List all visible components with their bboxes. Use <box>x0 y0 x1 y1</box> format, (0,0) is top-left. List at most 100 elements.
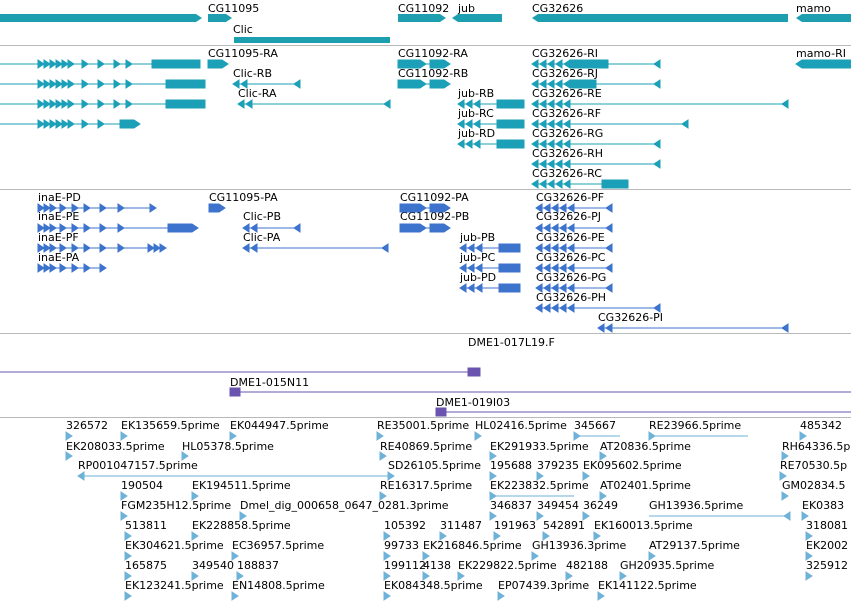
est-glyph[interactable] <box>379 451 387 461</box>
est-glyph[interactable] <box>229 431 237 441</box>
gene-glyph-cg11092[interactable] <box>398 14 446 22</box>
est-glyph[interactable] <box>387 471 395 481</box>
transcript-glyph-jub-rc[interactable] <box>457 119 525 129</box>
est-glyph[interactable] <box>799 431 807 441</box>
est-glyph[interactable] <box>781 451 789 461</box>
est-glyph[interactable] <box>648 551 656 561</box>
protein-glyph-cg32626-pi[interactable] <box>597 323 789 333</box>
transcript-glyph-inae-left2[interactable] <box>0 79 206 89</box>
transcript-glyph-mamo-ri[interactable] <box>795 59 851 69</box>
est-glyph[interactable] <box>120 431 128 441</box>
transcript-glyph-cg32626-rf[interactable] <box>531 119 689 129</box>
est-glyph[interactable] <box>376 431 384 441</box>
transcript-glyph-cg32626-rh[interactable] <box>531 159 661 169</box>
transcript-glyph-cg32626-re[interactable] <box>531 99 789 109</box>
protein-glyph-cg32626-pj[interactable] <box>535 223 613 233</box>
est-glyph[interactable] <box>497 591 505 601</box>
est-glyph[interactable] <box>379 491 387 501</box>
est-glyph[interactable] <box>805 531 813 541</box>
est-glyph[interactable] <box>493 531 501 541</box>
transcript-glyph-inae-left1[interactable] <box>0 59 201 69</box>
transcript-glyph-inae-left4[interactable] <box>0 119 141 129</box>
est-glyph[interactable] <box>422 551 430 561</box>
est-glyph[interactable] <box>649 511 791 521</box>
protein-glyph-jub-pd[interactable] <box>459 283 521 293</box>
est-glyph[interactable] <box>383 551 391 561</box>
est-glyph[interactable] <box>124 571 132 581</box>
est-glyph[interactable] <box>489 471 497 481</box>
est-glyph[interactable] <box>582 471 590 481</box>
est-glyph[interactable] <box>565 571 573 581</box>
est-glyph[interactable] <box>573 431 620 441</box>
protein-glyph-inae-pf[interactable] <box>37 243 167 253</box>
protein-glyph-cg32626-pc[interactable] <box>535 263 613 273</box>
est-glyph[interactable] <box>582 511 590 521</box>
est-glyph[interactable] <box>239 511 247 521</box>
est-glyph[interactable] <box>597 591 605 601</box>
transcript-glyph-cg11095-ra[interactable] <box>207 59 229 69</box>
est-glyph[interactable] <box>77 471 388 481</box>
est-glyph[interactable] <box>801 511 809 521</box>
est-glyph[interactable] <box>120 511 128 521</box>
est-glyph[interactable] <box>531 551 539 561</box>
est-glyph[interactable] <box>422 571 430 581</box>
est-glyph[interactable] <box>599 491 607 501</box>
est-glyph[interactable] <box>124 591 132 601</box>
protein-glyph-inae-pd[interactable] <box>37 203 157 213</box>
protein-glyph-clic-pa[interactable] <box>242 243 389 253</box>
gene-glyph-cg11095[interactable] <box>208 14 232 22</box>
est-glyph[interactable] <box>383 531 391 541</box>
transcript-glyph-clic-rb[interactable] <box>232 79 301 89</box>
transcript-glyph-cg11092-ra[interactable] <box>397 59 451 69</box>
est-glyph[interactable] <box>231 591 239 601</box>
est-glyph[interactable] <box>124 531 132 541</box>
transcript-glyph-cg32626-ri[interactable] <box>531 59 661 69</box>
protein-glyph-jub-pc[interactable] <box>459 263 521 273</box>
clone-glyph-dme1-017l19f[interactable] <box>0 367 481 377</box>
est-glyph[interactable] <box>191 491 199 501</box>
est-glyph[interactable] <box>124 551 132 561</box>
est-glyph[interactable] <box>231 551 239 561</box>
est-glyph[interactable] <box>457 571 465 581</box>
est-glyph[interactable] <box>779 471 787 481</box>
est-glyph[interactable] <box>805 571 813 581</box>
gene-glyph-mamo[interactable] <box>796 14 851 22</box>
protein-glyph-cg11092-pb[interactable] <box>399 223 451 233</box>
transcript-glyph-jub-rd[interactable] <box>457 139 525 149</box>
protein-glyph-inae-pa[interactable] <box>37 263 107 273</box>
protein-glyph-cg11092-pa[interactable] <box>399 203 451 213</box>
est-glyph[interactable] <box>536 471 544 481</box>
transcript-glyph-clic-ra[interactable] <box>237 99 391 109</box>
est-glyph[interactable] <box>383 591 391 601</box>
clone-glyph-dme1-019i03[interactable] <box>435 407 851 417</box>
est-glyph[interactable] <box>383 571 391 581</box>
est-glyph[interactable] <box>536 511 544 521</box>
transcript-glyph-cg32626-rg[interactable] <box>531 139 661 149</box>
est-glyph[interactable] <box>619 571 627 581</box>
transcript-glyph-cg11092-rb[interactable] <box>397 79 451 89</box>
gene-glyph-clic[interactable] <box>234 37 390 43</box>
est-glyph[interactable] <box>489 511 497 521</box>
protein-glyph-cg32626-ph[interactable] <box>535 303 661 313</box>
est-glyph[interactable] <box>542 531 550 541</box>
est-glyph[interactable] <box>236 571 244 581</box>
est-glyph[interactable] <box>120 491 128 501</box>
est-glyph[interactable] <box>805 551 813 561</box>
clone-glyph-dme1-015n11[interactable] <box>229 387 851 397</box>
est-glyph[interactable] <box>439 531 447 541</box>
transcript-glyph-inae-left3[interactable] <box>0 99 206 109</box>
est-glyph[interactable] <box>489 491 574 501</box>
est-glyph[interactable] <box>191 571 199 581</box>
transcript-glyph-cg32626-rc[interactable] <box>531 179 629 189</box>
protein-glyph-cg11095-pa[interactable] <box>208 203 226 213</box>
est-glyph[interactable] <box>65 451 73 461</box>
protein-glyph-cg32626-pg[interactable] <box>535 283 613 293</box>
protein-glyph-jub-pb[interactable] <box>459 243 521 253</box>
protein-glyph-cg32626-pf[interactable] <box>535 203 613 213</box>
est-glyph[interactable] <box>781 491 789 501</box>
gene-glyph-cg32626[interactable] <box>532 14 788 22</box>
est-glyph[interactable] <box>648 431 748 441</box>
est-glyph[interactable] <box>489 451 497 461</box>
protein-glyph-clic-pb[interactable] <box>242 223 301 233</box>
transcript-glyph-cg32626-rj[interactable] <box>531 79 661 89</box>
